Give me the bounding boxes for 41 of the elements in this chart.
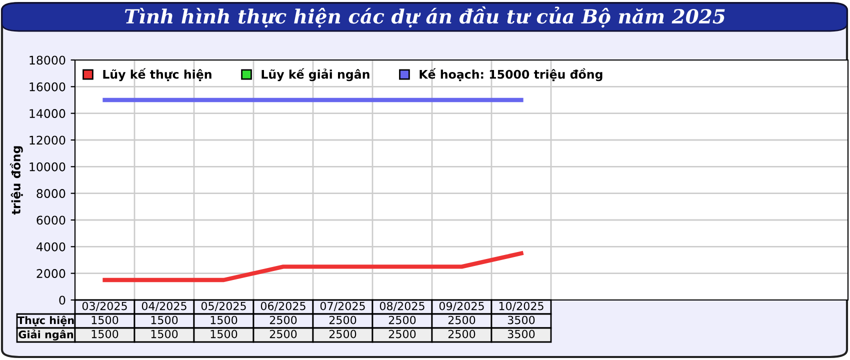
data-label: 1500 <box>92 316 118 324</box>
data-label: 3500 <box>508 316 535 324</box>
x-tick-label: 05/2025 <box>201 302 246 312</box>
text: 1500 <box>151 330 178 338</box>
text: 3500 <box>508 330 535 338</box>
data-label: 2500 <box>270 316 297 324</box>
y-tick-label: 18000 <box>30 56 66 65</box>
legend-label: Kế hoạch: 15000 triệu đồng <box>420 68 602 82</box>
text: 2500 <box>270 330 297 338</box>
data-label: 2500 <box>388 316 416 324</box>
y-tick-label: 16000 <box>30 82 66 92</box>
y-tick-label: 6000 <box>36 216 66 225</box>
chart-title: Tình hình thực hiện các dự án đầu tư của Bộ năm 2025 <box>124 6 725 28</box>
y-tick-label: 0 <box>59 296 66 305</box>
data-label: 1500 <box>151 316 178 324</box>
text: 2500 <box>388 330 416 338</box>
y-tick-label: 14000 <box>30 109 66 118</box>
x-tick-label: 08/2025 <box>380 302 424 312</box>
text: 1500 <box>92 330 118 338</box>
x-tick-label: 07/2025 <box>320 302 365 312</box>
x-tick-label: 10/2025 <box>499 302 544 312</box>
y-tick-label: 2000 <box>36 269 66 278</box>
data-label: 2500 <box>329 316 356 324</box>
x-tick-label: 09/2025 <box>439 302 484 312</box>
legend-label: Lũy kế thực hiện <box>103 68 212 82</box>
legend-label: Lũy kế giải ngân <box>262 68 370 82</box>
y-tick-label: 4000 <box>36 242 66 252</box>
text: 2500 <box>329 330 356 338</box>
text: Thực hiện <box>17 316 74 326</box>
data-label: 1500 <box>210 316 238 324</box>
text: Giải ngân <box>18 329 74 341</box>
text: 2500 <box>448 330 476 338</box>
x-tick-label: 03/2025 <box>82 302 127 312</box>
y-axis-title: triệu đồng <box>10 146 23 215</box>
y-tick-label: 8000 <box>36 189 66 198</box>
text: 1500 <box>210 330 238 338</box>
data-label: 2500 <box>448 316 476 324</box>
y-tick-label: 10000 <box>30 162 66 172</box>
y-tick-label: 12000 <box>30 136 66 145</box>
x-tick-label: 04/2025 <box>142 302 186 312</box>
x-tick-label: 06/2025 <box>260 302 306 312</box>
